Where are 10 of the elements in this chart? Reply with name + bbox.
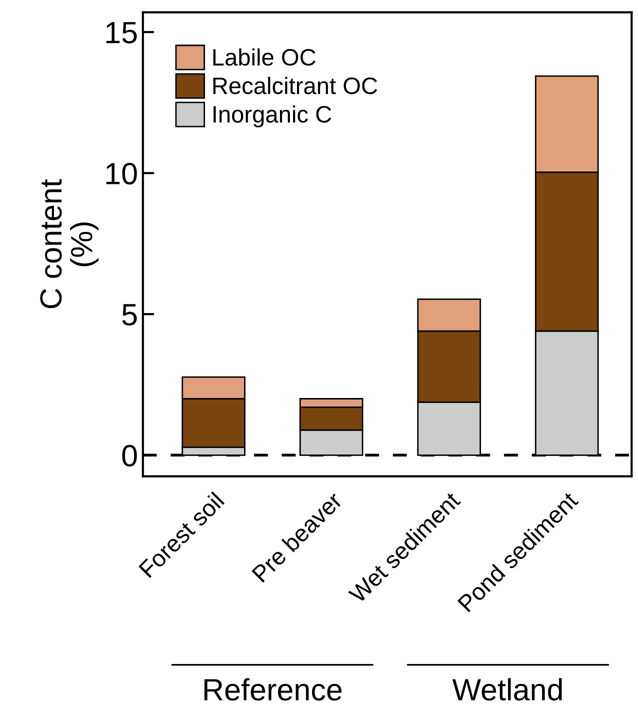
- legend-label: Labile OC: [213, 48, 316, 66]
- y-tick-label: 5: [122, 304, 137, 326]
- y-tick-label: 10: [106, 162, 137, 184]
- legend-label: Inorganic C: [214, 105, 332, 128]
- text: Reference: [204, 678, 342, 701]
- legend-label: Recalcitrant OC: [213, 76, 378, 94]
- y-tick-label: 15: [106, 22, 137, 44]
- text: Wetland: [452, 678, 562, 701]
- y-axis-title: C content (%): [40, 179, 98, 308]
- y-tick-label: 0: [122, 444, 137, 467]
